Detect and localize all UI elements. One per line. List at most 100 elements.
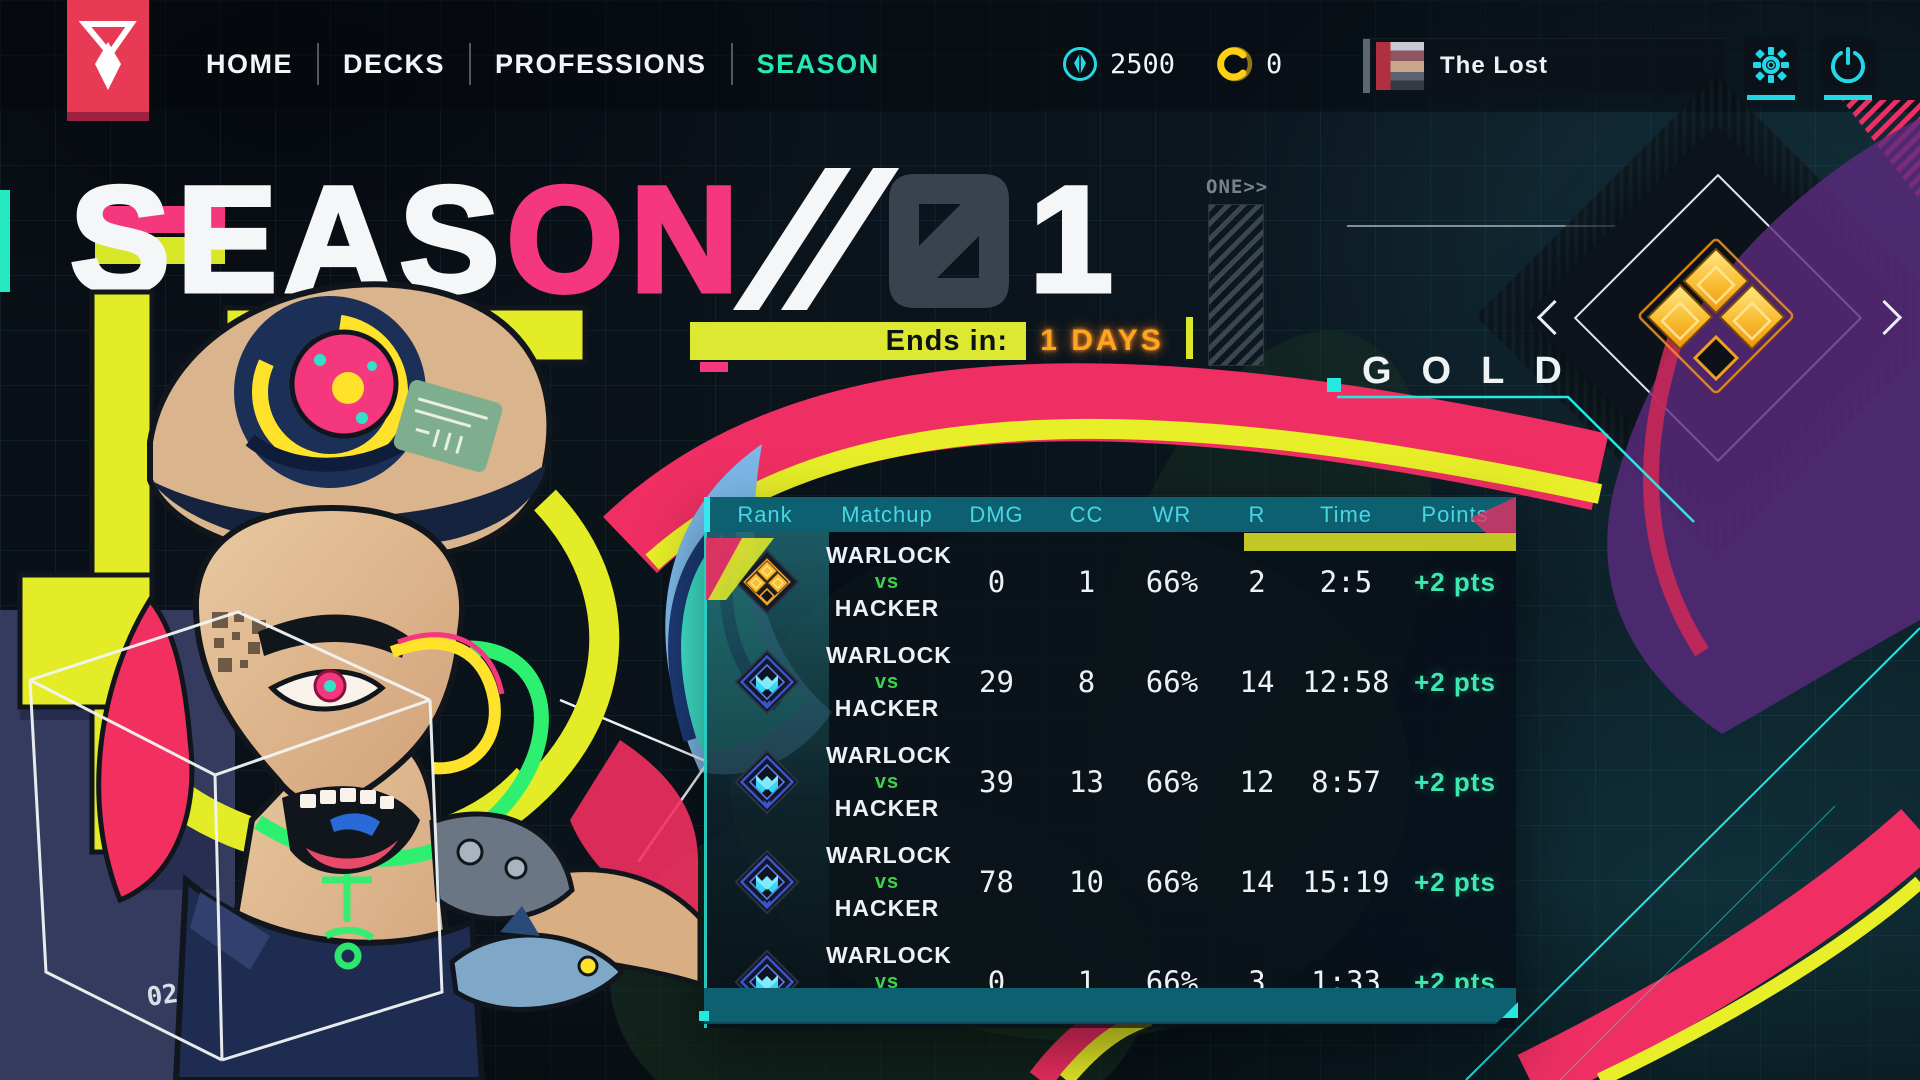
credit-count: 0 [1266, 48, 1283, 80]
points-value: +2 pts [1414, 566, 1496, 597]
r-value: 12 [1239, 765, 1275, 799]
matchup-opponent: HACKER [834, 895, 940, 921]
title-yellow-accent [95, 237, 225, 264]
title-one: 1 [1027, 155, 1120, 323]
nav-item-professions[interactable]: PROFESSIONS [495, 48, 707, 79]
power-button[interactable] [1821, 38, 1875, 100]
r-value: 2 [1248, 565, 1266, 599]
table-bottom-bar [704, 988, 1516, 1024]
nav-separator [730, 43, 733, 85]
matchup-player: WARLOCK [826, 741, 952, 768]
gem-coin-icon [1063, 47, 1097, 81]
col-header-cc: CC [1069, 501, 1104, 527]
cc-value: 13 [1069, 765, 1104, 799]
platinum-rank-icon [733, 649, 800, 715]
brand-logo-icon [79, 21, 137, 90]
col-header-wr: WR [1152, 501, 1192, 527]
power-icon [1831, 47, 1865, 83]
col-header-dmg: DMG [969, 501, 1024, 527]
ends-in-label: Ends in: [885, 324, 1008, 357]
points-value: +2 pts [1414, 866, 1496, 897]
cc-value: 8 [1077, 665, 1096, 699]
table-row[interactable]: WARLOCK vs HACKER 78 10 66% 14 15:19 +2 … [707, 832, 1516, 932]
matchup-cell: WARLOCK vs HACKER [826, 542, 951, 622]
season-match-table: Rank Matchup DMG CC WR R Time Points WAR… [699, 497, 1518, 1028]
rank-badge-cell [707, 749, 826, 815]
matchup-player: WARLOCK [826, 841, 952, 868]
wr-value: 66% [1145, 565, 1199, 599]
nav-item-home[interactable]: HOME [206, 48, 293, 79]
time-value: 12:58 [1302, 665, 1390, 699]
cc-value: 10 [1069, 865, 1104, 899]
table-row[interactable]: WARLOCK vs HACKER 39 13 66% 12 8:57 +2 p… [707, 732, 1516, 832]
points-value: +2 pts [1414, 666, 1496, 697]
rank-badge-cell [707, 849, 826, 915]
main-nav: HOME DECKS PROFESSIONS SEASON [206, 40, 904, 88]
table-row[interactable]: WARLOCK vs HACKER 0 1 66% 2 2:5 +2 pts [707, 532, 1516, 632]
matchup-player: WARLOCK [826, 941, 952, 968]
rank-tier-label: GOLD [1362, 350, 1592, 392]
matchup-cell: WARLOCK vs HACKER [826, 741, 952, 822]
matchup-opponent: HACKER [834, 695, 940, 721]
gear-icon [1753, 47, 1789, 83]
col-header-time: Time [1319, 501, 1373, 527]
avatar [1376, 42, 1424, 90]
r-value: 14 [1239, 865, 1275, 899]
col-header-r: R [1248, 501, 1266, 527]
table-header: Rank Matchup DMG CC WR R Time Points [704, 497, 1516, 532]
credit-coin-icon [1217, 46, 1253, 82]
nav-item-season[interactable]: SEASON [756, 48, 880, 79]
dmg-value: 78 [979, 865, 1014, 899]
platinum-rank-icon [733, 849, 800, 915]
wr-value: 66% [1145, 865, 1199, 899]
title-slashes-icon [733, 168, 900, 310]
matchup-vs-label: vs [874, 771, 900, 793]
ends-in-value: 1 DAYS [1040, 324, 1164, 357]
nav-separator [469, 43, 472, 85]
r-value: 14 [1239, 665, 1275, 699]
nav-item-decks[interactable]: DECKS [343, 48, 446, 79]
matchup-cell: WARLOCK vs HACKER [826, 641, 952, 722]
ends-separator-tick [1186, 317, 1193, 359]
matchup-cell: WARLOCK vs HACKER [826, 841, 952, 922]
title-pink-accent [95, 206, 225, 233]
time-value: 8:57 [1311, 765, 1381, 799]
dmg-value: 0 [987, 565, 1006, 599]
table-row[interactable]: WARLOCK vs HACKER 29 8 66% 14 12:58 +2 p… [707, 632, 1516, 732]
left-edge-accent [0, 190, 10, 292]
matchup-vs-label: vs [874, 571, 900, 593]
table-cyan-marker [699, 1011, 709, 1021]
settings-button[interactable] [1744, 38, 1798, 100]
season-title: SEAS ON 1 [67, 155, 1120, 324]
profile-name: The Lost [1440, 52, 1548, 79]
matchup-player: WARLOCK [826, 641, 952, 668]
table-body: WARLOCK vs HACKER 0 1 66% 2 2:5 +2 pts W… [704, 532, 1516, 1028]
time-value: 15:19 [1302, 865, 1390, 899]
gold-rank-icon [733, 549, 800, 615]
profile-accent-strip [1363, 39, 1370, 93]
currency-gems: 2500 [1062, 38, 1175, 90]
art-number-label: 02 [145, 979, 180, 1013]
gem-count: 2500 [1110, 48, 1176, 80]
wr-value: 66% [1145, 665, 1199, 699]
matchup-opponent: HACKER [834, 795, 940, 821]
gold-rank-emblem-icon [1638, 238, 1794, 394]
rank-badge-cell [707, 649, 826, 715]
currency-credits: 0 [1216, 38, 1282, 90]
title-on: ON [504, 155, 746, 323]
wr-value: 66% [1145, 765, 1199, 799]
brand-logo[interactable] [67, 0, 149, 121]
matchup-vs-label: vs [874, 871, 900, 893]
matchup-opponent: HACKER [834, 595, 940, 621]
hatch-bar-decor [1208, 204, 1264, 366]
col-header-points: Points [1421, 501, 1489, 527]
platinum-rank-icon [733, 749, 800, 815]
dmg-value: 29 [979, 665, 1014, 699]
profile-chip[interactable]: The Lost [1363, 38, 1725, 93]
col-header-matchup: Matchup [841, 501, 933, 527]
season-ends-bar: Ends in: [690, 322, 1026, 360]
dmg-value: 39 [979, 765, 1014, 799]
nav-separator [317, 43, 319, 85]
title-zero-glyph [889, 174, 1010, 308]
